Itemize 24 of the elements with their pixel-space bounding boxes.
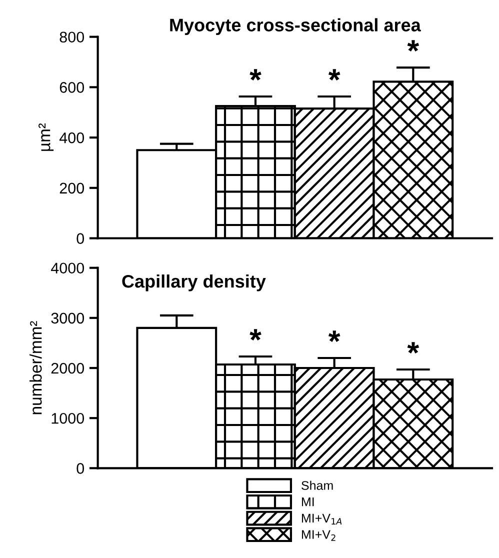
legend-label: MI+V$_{1A}$ [302,514,342,525]
legend-label: MI+V$_{2}$ [302,530,336,541]
y-tick-label: 2000 [51,362,84,374]
y-tick-label: 800 [60,32,84,43]
chart-title: Myocyte cross-sectional area [170,18,421,36]
y-tick-label: 400 [59,132,84,144]
annotation: * [328,69,340,81]
annotation: * [328,330,340,342]
legend-label: Sham [302,480,333,490]
y-tick-label: 1000 [52,412,84,424]
y-tick-label: 600 [60,82,84,93]
annotation: * [250,329,262,340]
legend-label: MI [302,498,314,506]
y-tick-label: 0 [76,463,84,474]
y-axis-title: µm² [38,123,54,151]
annotation: * [407,40,420,52]
y-axis-title: number/mm² [30,321,42,414]
y-tick-label: 0 [76,233,84,244]
annotation: * [407,342,420,354]
y-tick-label: 200 [60,182,84,194]
y-tick-label: 3000 [51,312,84,324]
y-tick-label: 4000 [50,262,84,274]
annotation: * [250,69,262,81]
chart-title: Capillary density [122,274,266,292]
